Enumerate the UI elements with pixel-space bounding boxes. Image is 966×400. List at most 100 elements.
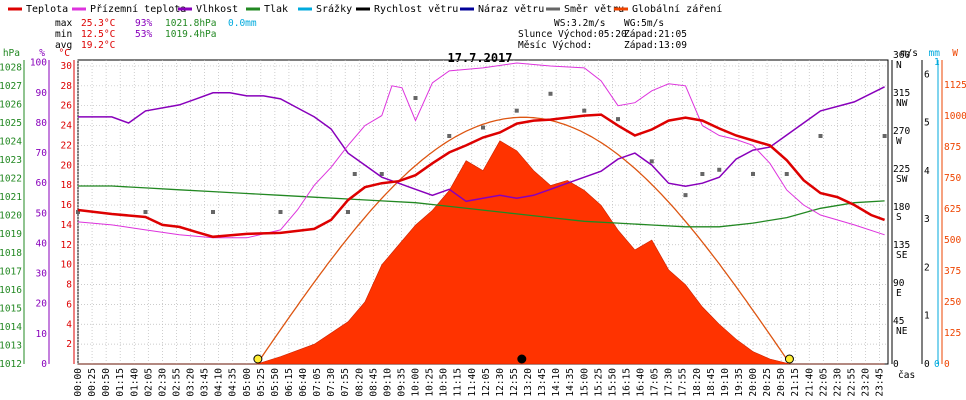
tick-temp: 14 — [61, 220, 73, 231]
tick-temp: 22 — [61, 140, 72, 151]
tick-time: 07:05 — [312, 368, 323, 397]
tick-time: 19:10 — [720, 368, 731, 397]
tick-time: 22:55 — [846, 368, 857, 397]
tick-ms: 6 — [924, 69, 930, 80]
tick-mm: 1 — [934, 57, 940, 68]
stat-min-temp: 12.5°C — [81, 29, 115, 40]
info-block: WS:3.2m/s WG:5m/s Slunce Východ:05:20 Zá… — [518, 18, 687, 51]
tick-pct: 70 — [36, 148, 48, 159]
tick-time: 05:00 — [242, 368, 253, 397]
tick-time: 12:30 — [495, 368, 506, 397]
tick-temp: 24 — [61, 121, 73, 132]
tick-ms: 2 — [924, 262, 930, 273]
legend-label: Směr větru — [564, 3, 624, 15]
tick-time: 01:40 — [129, 368, 140, 397]
tick-hpa: 1021 — [0, 192, 22, 203]
tick-pct: 40 — [36, 238, 48, 249]
tick-mm: 0 — [934, 359, 940, 370]
chart-title: 17.7.2017 — [447, 51, 512, 65]
tick-hpa: 1024 — [0, 137, 22, 148]
wind-dir-point — [616, 117, 620, 122]
stat-avg-temp: 19.2°C — [81, 40, 115, 51]
wind-dir-point — [278, 210, 283, 214]
tick-dir: 90 — [893, 278, 905, 289]
tick-time: 06:15 — [284, 368, 295, 397]
wind-dir-point — [548, 91, 553, 96]
wind-dir-point — [649, 159, 654, 164]
tick-time: 13:20 — [523, 368, 534, 397]
tick-time: 12:55 — [509, 368, 520, 397]
tick-time: 07:30 — [326, 368, 337, 397]
tick-hpa: 1028 — [0, 62, 22, 73]
tick-hpa: 1020 — [0, 211, 22, 222]
tick-time: 08:45 — [368, 368, 379, 397]
tick-time: 20:50 — [776, 368, 787, 397]
legend-label: Rychlost větru — [374, 3, 458, 15]
tick-dir-name: SW — [896, 174, 908, 185]
axis-title-temp: °C — [59, 48, 70, 59]
tick-temp: 28 — [61, 81, 73, 92]
wind-dir-point — [481, 125, 485, 130]
tick-pct: 100 — [30, 58, 47, 69]
legend-label: Vlhkost — [196, 4, 238, 15]
stat-min-press: 1019.4hPa — [165, 29, 216, 40]
tick-time: 11:40 — [467, 368, 478, 397]
tick-time: 09:10 — [382, 368, 393, 397]
tick-time: 15:00 — [579, 368, 590, 397]
info-moonrise: Měsíc Východ: — [518, 40, 592, 51]
tick-time: 00:25 — [87, 368, 98, 397]
tick-time: 02:55 — [171, 368, 182, 397]
tick-temp: 8 — [66, 280, 72, 291]
legend-label: Srážky — [316, 3, 352, 15]
wind-dir-point — [76, 210, 80, 214]
axis-title-ms: m/s — [901, 48, 918, 59]
tick-time: 23:45 — [875, 368, 886, 397]
axes: hPa% °C m/s mm W1012101310141015101610171018… — [0, 48, 966, 397]
wind-dir-point — [346, 210, 350, 214]
tick-time: 16:15 — [621, 368, 632, 397]
tick-temp: 18 — [61, 180, 73, 191]
tick-hpa: 1015 — [0, 303, 22, 314]
axis-title-w: W — [952, 48, 958, 59]
stat-min-label: min — [55, 29, 72, 40]
tick-time: 15:25 — [593, 368, 604, 397]
tick-hpa: 1027 — [0, 81, 22, 92]
axis-title-pct: % — [39, 48, 45, 59]
tick-pct: 20 — [36, 299, 48, 310]
tick-dir-name: W — [896, 136, 902, 147]
legend-label: Globální záření — [632, 3, 722, 15]
tick-temp: 16 — [61, 200, 73, 211]
tick-time: 21:40 — [804, 368, 815, 397]
tick-time: 15:50 — [607, 368, 618, 397]
stat-max-label: max — [55, 18, 72, 29]
tick-dir-name: NE — [896, 326, 908, 337]
tick-time: 06:40 — [298, 368, 309, 397]
legend-label: Teplota — [26, 4, 68, 15]
tick-ms: 3 — [924, 214, 930, 225]
tick-w: 500 — [944, 235, 961, 246]
tick-time: 02:05 — [143, 368, 154, 397]
info-wg: WG:5m/s — [624, 18, 664, 29]
tick-time: 12:05 — [481, 368, 492, 397]
tick-time: 17:05 — [650, 368, 661, 397]
info-moonset: Západ:13:09 — [624, 40, 687, 51]
tick-dir-name: S — [896, 212, 902, 223]
humidity-line — [78, 86, 885, 203]
wind-dir-point — [143, 210, 148, 214]
tick-w: 0 — [944, 359, 950, 370]
tick-w: 750 — [944, 173, 961, 184]
info-ws: WS:3.2m/s — [554, 18, 605, 29]
wind-dir-point — [447, 134, 452, 138]
radiation-area — [78, 140, 885, 365]
tick-time: 22:05 — [818, 368, 829, 397]
plot-area — [76, 62, 887, 365]
tick-dir-name: N — [896, 60, 902, 71]
tick-dir: 315 — [893, 88, 910, 99]
tick-pct: 0 — [41, 359, 47, 370]
tick-time: 04:10 — [214, 368, 225, 397]
sunrise-marker — [253, 354, 263, 364]
tick-dir: 270 — [893, 126, 910, 137]
tick-time: 03:20 — [186, 368, 197, 397]
tick-time: 01:15 — [115, 368, 126, 397]
tick-temp: 20 — [61, 160, 73, 171]
